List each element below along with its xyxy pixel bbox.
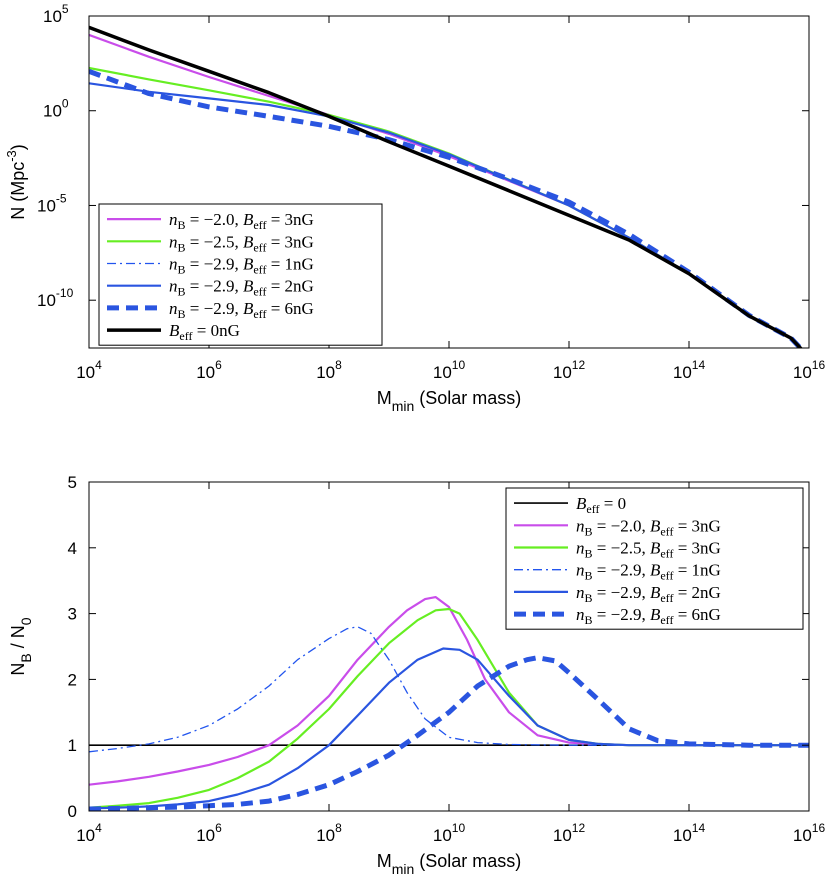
bottom-legend-label-0: Beff = 0 <box>576 494 626 516</box>
bottom-xtick-label-0: 104 <box>76 821 102 845</box>
top-ytick-label-1: 100 <box>43 97 69 121</box>
top-xtick-label-4: 1012 <box>553 358 586 382</box>
top-xtick-label-1: 106 <box>196 358 222 382</box>
top-ytick-label-0: 105 <box>43 2 69 26</box>
bottom-xtick-label-6: 1016 <box>793 821 826 845</box>
top-legend-label-1: nB = −2.5, Beff = 3nG <box>169 232 314 254</box>
bottom-ytick-label-0: 0 <box>68 802 77 821</box>
top-legend-label-4: nB = −2.9, Beff = 6nG <box>169 299 314 321</box>
top-y-axis-label: N (Mpc-3) <box>4 144 28 220</box>
bottom-legend-label-1: nB = −2.0, Beff = 3nG <box>576 516 721 538</box>
bottom-series-line-5 <box>89 655 809 811</box>
top-series-line-4 <box>89 68 804 348</box>
bottom-series-line-2 <box>89 607 809 809</box>
bottom-series-line-3 <box>89 626 809 753</box>
bottom-legend-label-4: nB = −2.9, Beff = 2nG <box>576 583 721 605</box>
top-chart: 104 106 108 1010 1012 1014 1016 105 100 10-5 10-10… <box>4 2 825 414</box>
bottom-chart: 104 106 108 1010 1012 1014 1016 0 1 2 3 4 5 Mmin (Sol… <box>8 473 825 877</box>
top-legend-label-5: Beff = 0nG <box>169 321 240 343</box>
bottom-ytick-label-1: 1 <box>68 736 77 755</box>
bottom-xtick-label-2: 108 <box>316 821 342 845</box>
bottom-ytick-label-4: 4 <box>68 539 77 558</box>
top-ytick-label-2: 10-5 <box>37 191 67 215</box>
bottom-xtick-label-1: 106 <box>196 821 222 845</box>
top-legend-label-2: nB = −2.9, Beff = 1nG <box>169 255 314 277</box>
bottom-legend-label-5: nB = −2.9, Beff = 6nG <box>576 605 721 627</box>
top-xtick-label-6: 1016 <box>793 358 826 382</box>
top-xtick-label-0: 104 <box>76 358 102 382</box>
bottom-legend-box <box>505 487 804 630</box>
bottom-xtick-label-5: 1014 <box>673 821 706 845</box>
bottom-x-axis-label: Mmin (Solar mass) <box>377 851 522 877</box>
bottom-legend-label-2: nB = −2.5, Beff = 3nG <box>576 539 721 561</box>
bottom-ytick-label-5: 5 <box>68 473 77 492</box>
bottom-y-axis-label: NB / N0 <box>8 617 34 675</box>
top-legend-label-0: nB = −2.0, Beff = 3nG <box>169 210 314 232</box>
top-xtick-label-2: 108 <box>316 358 342 382</box>
bottom-legend-label-3: nB = −2.9, Beff = 1nG <box>576 561 721 583</box>
top-xtick-label-5: 1014 <box>673 358 706 382</box>
bottom-xtick-label-4: 1012 <box>553 821 586 845</box>
bottom-ytick-label-2: 2 <box>68 670 77 689</box>
top-ytick-label-3: 10-10 <box>37 286 74 310</box>
top-legend-box <box>98 203 383 346</box>
bottom-ytick-label-3: 3 <box>68 605 77 624</box>
top-x-axis-label: Mmin (Solar mass) <box>377 388 522 414</box>
bottom-series-line-1 <box>89 595 809 786</box>
top-legend-label-3: nB = −2.9, Beff = 2nG <box>169 277 314 299</box>
top-xtick-label-3: 1010 <box>433 358 466 382</box>
top-series-group <box>89 25 804 348</box>
top-series-line-5 <box>89 25 803 348</box>
bottom-series-line-4 <box>89 647 809 810</box>
bottom-xtick-label-3: 1010 <box>433 821 466 845</box>
